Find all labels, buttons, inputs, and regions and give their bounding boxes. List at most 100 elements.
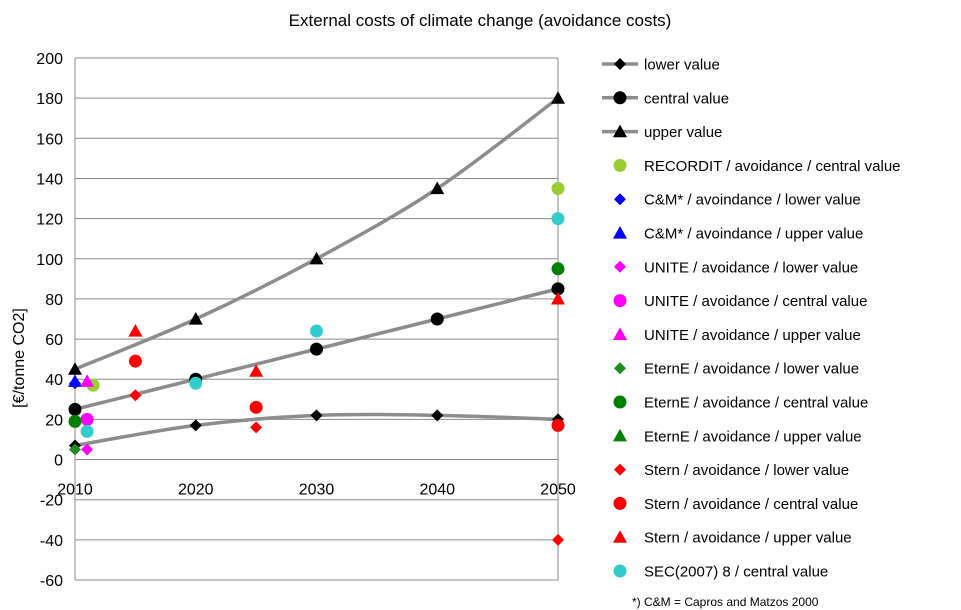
data-point <box>551 182 565 195</box>
data-point <box>430 181 445 195</box>
data-point <box>552 533 564 546</box>
legend-label: upper value <box>644 124 722 141</box>
legend-item: lower value <box>602 57 720 74</box>
data-point <box>80 412 94 426</box>
legend-label: RECORDIT / avoidance / central value <box>644 158 901 175</box>
data-point <box>68 374 82 387</box>
data-point <box>81 443 94 456</box>
legend-label: UNITE / avoidance / central value <box>644 293 867 310</box>
legend-item: UNITE / avoidance / lower value <box>614 259 858 276</box>
legend-marker <box>613 530 627 543</box>
legend-label: lower value <box>644 57 720 74</box>
y-tick-label: -20 <box>40 493 63 510</box>
legend-marker <box>613 428 627 442</box>
data-markers <box>68 91 565 546</box>
legend-marker <box>613 327 627 340</box>
data-point <box>128 324 143 337</box>
legend-item: upper value <box>602 124 722 141</box>
x-tick-label: 2030 <box>299 482 335 499</box>
y-axis-label: [€/tonne CO2] <box>11 308 28 408</box>
data-point <box>129 389 142 402</box>
data-point <box>80 374 95 387</box>
data-point <box>189 376 203 390</box>
legend-marker <box>613 158 627 172</box>
data-point <box>188 312 203 325</box>
legend-label: Stern / avoidance / lower value <box>644 462 849 479</box>
x-tick-label: 2040 <box>419 482 455 499</box>
legend-marker <box>613 395 627 409</box>
data-point <box>431 409 444 422</box>
y-tick-label: 200 <box>36 51 63 68</box>
legend-label: EternE / avoidance / lower value <box>644 361 859 378</box>
legend-marker <box>613 496 627 510</box>
grid <box>74 57 559 581</box>
data-point <box>310 409 323 422</box>
legend-marker <box>613 226 627 239</box>
legend-label: C&M* / avoindance / upper value <box>644 226 863 243</box>
chart-title: External costs of climate change (avoida… <box>289 11 672 30</box>
legend-item: EternE / avoidance / lower value <box>614 361 859 378</box>
data-point <box>551 282 565 296</box>
data-point <box>68 414 82 428</box>
legend-item: central value <box>602 90 729 107</box>
legend-item: EternE / avoidance / central value <box>613 395 868 412</box>
legend-marker <box>613 91 627 105</box>
legend: lower value central value upper value RECOR… <box>602 57 901 581</box>
y-tick-label: 180 <box>36 91 63 108</box>
legend-marker <box>613 294 627 308</box>
y-tick-label: 60 <box>45 332 63 349</box>
data-point <box>250 421 263 434</box>
legend-marker <box>613 124 627 138</box>
data-point <box>189 419 202 432</box>
y-tick-label: 0 <box>54 453 63 470</box>
footnote: *) C&M = Capros and Matzos 2000 <box>632 595 819 609</box>
x-tick-label: 2020 <box>178 482 214 499</box>
legend-item: Stern / avoidance / central value <box>613 496 858 513</box>
data-point <box>309 251 324 265</box>
legend-item: SEC(2007) 8 / central value <box>613 564 828 581</box>
data-point <box>551 91 565 104</box>
y-tick-label: 20 <box>45 412 63 429</box>
legend-marker <box>613 564 627 578</box>
data-point <box>551 418 565 432</box>
data-point <box>68 362 82 375</box>
data-point <box>430 312 444 326</box>
y-tick-label: 120 <box>36 212 63 229</box>
legend-item: Stern / avoidance / upper value <box>613 530 852 547</box>
data-point <box>551 291 565 305</box>
y-tick-label: 140 <box>36 171 63 188</box>
legend-label: EternE / avoidance / upper value <box>644 428 862 445</box>
legend-label: Stern / avoidance / central value <box>644 496 858 513</box>
data-point <box>310 342 323 356</box>
legend-label: central value <box>644 90 729 107</box>
y-tick-label: 160 <box>36 131 63 148</box>
y-tick-label: 100 <box>36 252 63 269</box>
legend-marker <box>614 260 626 273</box>
legend-label: EternE / avoidance / central value <box>644 395 868 412</box>
legend-label: UNITE / avoidance / lower value <box>644 259 858 276</box>
axes: 200180160140120100806040200-20-40-602010… <box>36 51 576 590</box>
y-tick-label: 40 <box>45 372 63 389</box>
legend-item: C&M* / avoindance / upper value <box>613 226 863 243</box>
x-tick-label: 2010 <box>57 482 93 499</box>
legend-marker <box>614 58 626 70</box>
data-point <box>551 262 565 276</box>
y-tick-label: 80 <box>45 292 63 309</box>
data-point <box>249 364 264 377</box>
legend-marker <box>614 193 626 206</box>
data-point <box>128 354 142 368</box>
data-point <box>310 324 323 338</box>
y-tick-label: -60 <box>40 573 63 590</box>
data-point <box>249 400 263 414</box>
legend-marker <box>614 362 626 375</box>
legend-item: C&M* / avoindance / lower value <box>614 192 861 209</box>
legend-item: UNITE / avoidance / central value <box>613 293 867 310</box>
legend-item: RECORDIT / avoidance / central value <box>613 158 901 175</box>
trendlines <box>74 96 560 448</box>
legend-item: Stern / avoidance / lower value <box>614 462 849 479</box>
legend-item: EternE / avoidance / upper value <box>613 428 862 445</box>
legend-label: C&M* / avoindance / lower value <box>644 192 861 209</box>
legend-item: UNITE / avoidance / upper value <box>613 327 861 344</box>
legend-label: UNITE / avoidance / upper value <box>644 327 861 344</box>
